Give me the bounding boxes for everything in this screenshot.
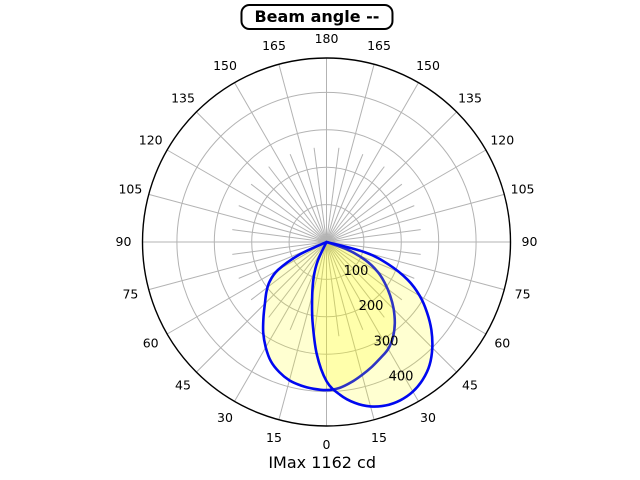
chart-title: Beam angle --: [254, 7, 380, 26]
angle-label: 180: [315, 31, 339, 46]
angle-label: 90: [116, 234, 132, 249]
radial-label: 300: [374, 334, 399, 349]
angle-label: 0: [323, 437, 331, 452]
angle-label: 105: [511, 182, 535, 197]
angle-label: 30: [217, 410, 233, 425]
grid-spoke-minor: [326, 241, 421, 255]
angle-label: 150: [213, 58, 237, 73]
grid-spoke-major: [326, 241, 457, 373]
grid-spoke-minor: [326, 241, 340, 337]
imax-annotation: IMax 1162 cd: [268, 453, 376, 472]
grid-spoke-minor: [313, 241, 327, 337]
angle-label: 60: [494, 336, 510, 351]
chart-title-box: Beam angle --: [240, 4, 394, 30]
grid-spoke-minor: [326, 147, 340, 243]
grid-spoke-minor: [326, 183, 403, 243]
grid-spoke-major: [234, 241, 327, 402]
angle-labels: 0 15 15 30 30 45 45 60 60 75 75 90 90 105 105 120 120 135…: [116, 31, 538, 452]
grid-spoke-major: [326, 193, 505, 243]
angle-label: 45: [462, 378, 478, 393]
grid-spoke-major: [196, 111, 327, 243]
outer-circle: [141, 57, 512, 427]
angle-label: 120: [139, 133, 163, 148]
grid-spoke-minor: [326, 241, 364, 330]
grid-spoke-minor: [289, 154, 327, 243]
lobe-lobe-tilted-right: [310, 240, 434, 408]
angle-label: 60: [143, 336, 159, 351]
angle-label: 75: [515, 287, 531, 302]
angle-label: 165: [262, 38, 286, 53]
angle-label: 165: [367, 38, 391, 53]
grid-spoke-minor: [326, 166, 385, 243]
grid-spoke-minor: [238, 205, 327, 243]
grid-ring: [213, 129, 440, 355]
grid-ring: [176, 91, 477, 393]
radial-labels: 100 200 300 400: [344, 264, 414, 385]
radial-label: 100: [344, 264, 369, 279]
grid-spoke-minor: [250, 241, 327, 301]
grid-spoke-major: [166, 241, 327, 335]
angle-label: 90: [522, 234, 538, 249]
angle-label: 45: [175, 378, 191, 393]
grid-spoke-minor: [232, 241, 327, 255]
grid-spoke-major: [196, 241, 327, 373]
intensity-lobes: [261, 240, 434, 408]
grid-spoke-minor: [268, 166, 327, 243]
grid-spoke-major: [326, 149, 487, 243]
grid-spoke-minor: [313, 147, 327, 243]
grid-spoke-minor: [268, 241, 327, 318]
grid-ring: [251, 166, 402, 318]
polar-grid: [141, 57, 512, 427]
grid-spoke-major: [278, 64, 327, 243]
angle-label: 30: [420, 410, 436, 425]
grid-spoke-minor: [326, 154, 364, 243]
grid-spoke-minor: [326, 205, 415, 243]
grid-spoke-minor: [326, 241, 385, 318]
grid-spoke-major: [326, 111, 457, 243]
grid-spoke-minor: [250, 183, 327, 243]
grid-spoke-major: [326, 64, 375, 243]
grid-spoke-major: [166, 149, 327, 243]
radial-label: 400: [389, 370, 414, 385]
angle-label: 15: [266, 430, 282, 445]
angle-label: 105: [118, 182, 142, 197]
grid-spoke-major: [326, 82, 419, 243]
grid-spoke-major: [278, 241, 327, 420]
grid-spoke-major: [148, 193, 327, 243]
grid-spoke-major: [234, 82, 327, 243]
angle-label: 135: [458, 91, 482, 106]
grid-spoke-major: [148, 241, 327, 291]
angle-label: 15: [371, 430, 387, 445]
grid-spoke-major: [326, 241, 419, 402]
grid-spoke-minor: [326, 229, 421, 243]
grid-spoke-major: [326, 241, 487, 335]
angle-label: 135: [171, 91, 195, 106]
grid-spoke-minor: [232, 229, 327, 243]
grid-spoke-major: [326, 241, 375, 420]
angle-label: 75: [122, 287, 138, 302]
grid-ring: [288, 204, 365, 280]
angle-label: 120: [490, 133, 514, 148]
angle-label: 150: [416, 58, 440, 73]
radial-label: 200: [359, 299, 384, 314]
